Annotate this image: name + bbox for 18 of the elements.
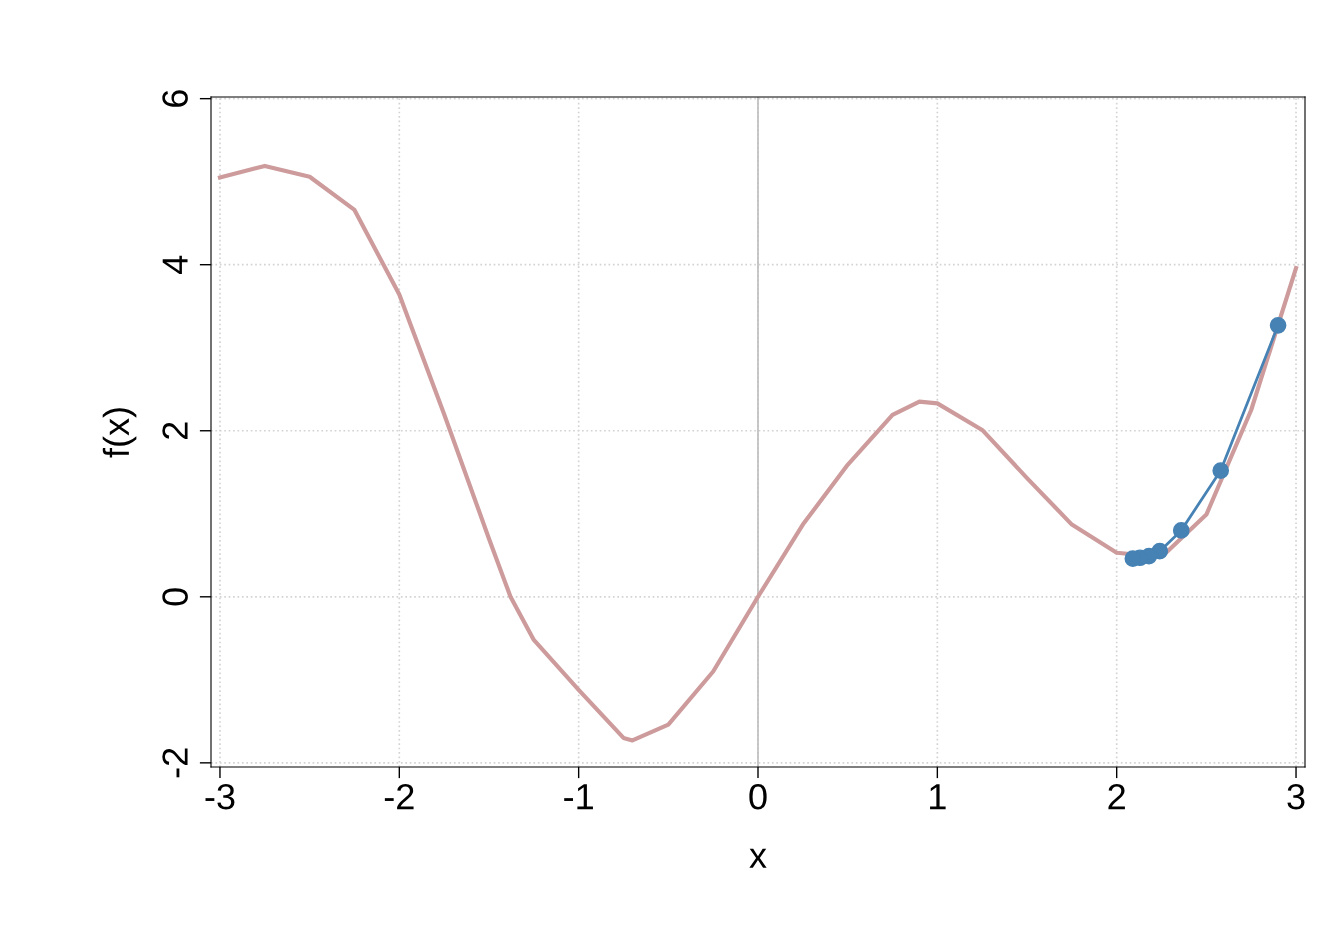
x-axis-title: x xyxy=(749,848,767,868)
y-tick-label: 6 xyxy=(162,90,188,107)
y-axis-title: f(x) xyxy=(102,408,137,458)
x-tick-label: -2 xyxy=(384,783,414,810)
point xyxy=(1212,462,1230,479)
line-series xyxy=(217,163,1299,743)
x-tick-label: 0 xyxy=(749,783,767,810)
x-tick-label: 1 xyxy=(930,784,946,810)
y-tick-label: 0 xyxy=(162,588,188,606)
x-tick-label: -1 xyxy=(564,784,593,810)
x-tick-label: 3 xyxy=(1287,783,1305,810)
x-tick-label: 2 xyxy=(1108,783,1125,810)
y-tick-label: 4 xyxy=(162,255,188,274)
point xyxy=(1172,522,1190,539)
x-tick-label: -3 xyxy=(205,783,235,810)
y-tick-label: 2 xyxy=(162,422,188,439)
y-tick-label: -2 xyxy=(162,748,188,778)
point xyxy=(1269,316,1287,334)
